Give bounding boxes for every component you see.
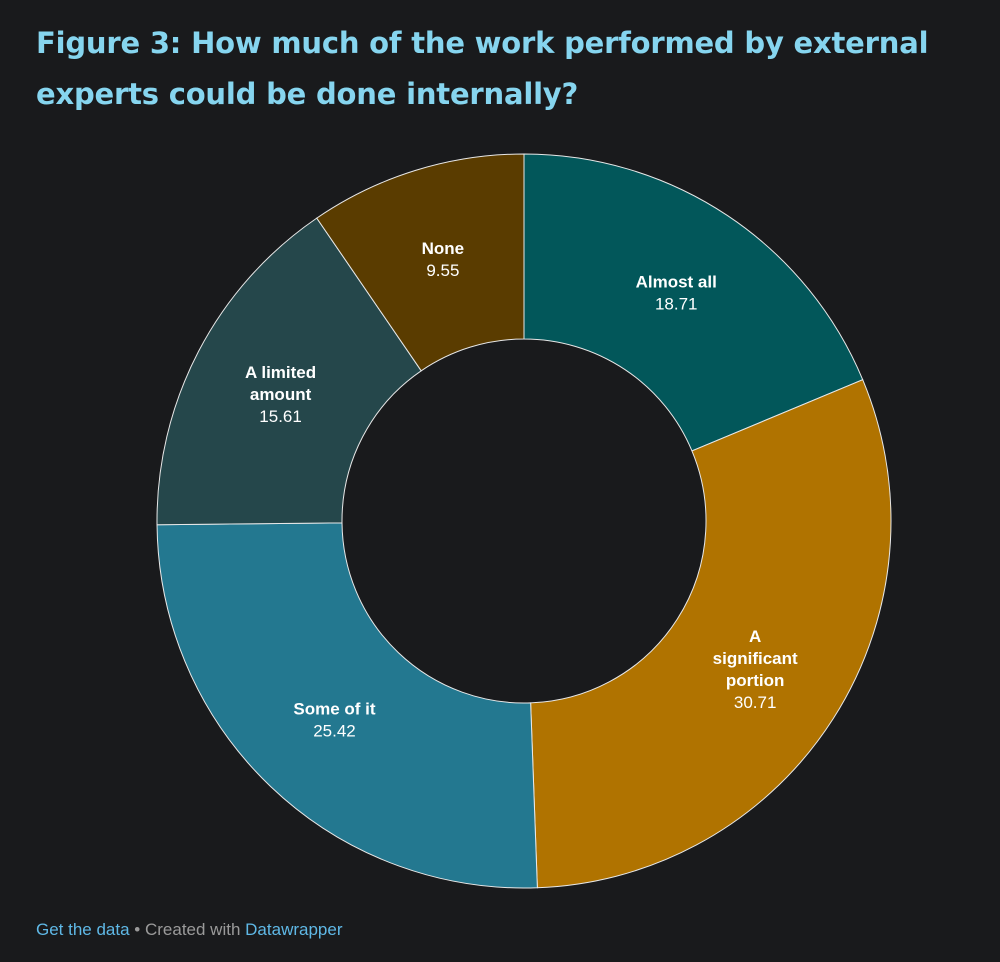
label-name-line: amount [250,385,312,404]
label-a-limited-amount: A limited amount 15.61 [245,363,316,426]
slice-a-limited-amount[interactable] [156,217,422,526]
label-value: 15.61 [259,407,302,426]
label-value: 30.71 [734,693,777,712]
get-the-data-link[interactable]: Get the data [36,920,130,939]
label-name-line: Almost all [636,273,717,292]
label-value: 18.71 [655,295,698,314]
label-name-line: A limited [245,363,316,382]
slice-almost-all[interactable] [523,153,864,452]
label-value: 25.42 [313,722,356,741]
footer-separator: • [129,920,145,939]
chart-title: Figure 3: How much of the work performed… [36,26,929,111]
label-name-line: significant [713,649,798,668]
created-with-text: Created with [144,920,246,939]
slice-some-of-it[interactable] [156,522,538,889]
label-name-line: A [749,627,761,646]
label-none: None 9.55 [422,239,465,280]
label-value: 9.55 [426,261,459,280]
label-name-line: Some of it [293,700,376,719]
footer: Get the data • Created with Datawrapper [36,920,342,940]
label-some-of-it: Some of it 25.42 [293,700,376,741]
slice-none[interactable] [316,153,525,372]
datawrapper-link[interactable]: Datawrapper [245,920,343,939]
slice-a-significant-portion[interactable] [530,379,892,889]
slices-group [156,153,892,889]
label-name-line: None [422,239,465,258]
label-almost-all: Almost all 18.71 [636,273,717,314]
label-name-line: portion [726,671,785,690]
labels-group: Almost all 18.71 A significant portion 30.71 S… [245,239,798,741]
